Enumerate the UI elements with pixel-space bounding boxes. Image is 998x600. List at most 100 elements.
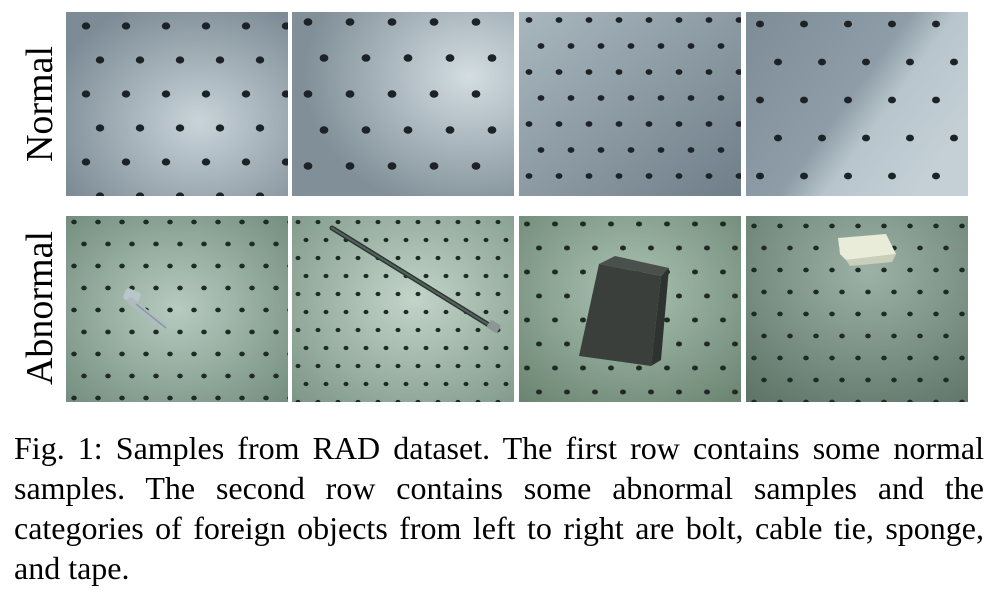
board-hole — [255, 56, 265, 64]
board-hole — [135, 124, 145, 132]
board-hole — [423, 309, 429, 315]
board-hole — [597, 43, 605, 49]
board-hole — [536, 293, 542, 299]
board-hole — [933, 267, 939, 273]
board-hole — [167, 351, 173, 357]
board-hole — [717, 147, 725, 153]
board-hole — [81, 158, 91, 166]
board-hole — [175, 56, 185, 64]
abnormal-sample-cable-tie — [292, 216, 514, 402]
board-hole — [751, 355, 757, 361]
board-hole — [363, 345, 369, 351]
board-hole — [803, 355, 809, 361]
board-hole — [395, 363, 401, 369]
board-hole — [664, 317, 670, 323]
board-hole — [455, 219, 461, 225]
board-hole — [455, 327, 461, 333]
board-hole — [495, 219, 501, 225]
board-hole — [803, 399, 809, 402]
board-hole — [191, 263, 197, 269]
board-hole — [455, 399, 461, 402]
board-hole — [487, 54, 497, 62]
board-hole — [855, 399, 861, 402]
board-hole — [907, 355, 913, 361]
board-hole — [675, 173, 683, 179]
board-hole — [387, 162, 397, 170]
board-hole — [608, 365, 614, 371]
board-hole — [608, 221, 614, 227]
board-hole — [525, 17, 533, 23]
board-hole — [323, 309, 329, 315]
board-hole — [361, 54, 371, 62]
board-hole — [239, 219, 245, 225]
board-hole — [585, 69, 593, 75]
board-hole — [487, 126, 497, 134]
board-hole — [315, 291, 321, 297]
board-hole — [483, 237, 489, 243]
board-hole — [415, 363, 421, 369]
board-hole — [829, 355, 835, 361]
board-hole — [950, 134, 958, 142]
board-hole — [335, 399, 341, 402]
board-hole — [423, 237, 429, 243]
board-hole — [415, 291, 421, 297]
board-hole — [81, 373, 87, 379]
board-hole — [552, 221, 558, 227]
board-hole — [249, 285, 255, 291]
board-hole — [471, 18, 481, 26]
board-hole — [839, 333, 845, 339]
board-hole — [287, 308, 288, 312]
board-hole — [917, 377, 923, 383]
board-hole — [319, 126, 329, 134]
board-hole — [81, 90, 91, 98]
board-hole — [191, 219, 197, 225]
board-hole — [201, 241, 207, 247]
board-hole — [675, 121, 683, 127]
board-hole — [303, 273, 309, 279]
board-hole — [676, 245, 682, 251]
board-hole — [443, 345, 449, 351]
board-hole — [295, 363, 301, 369]
board-hole — [597, 95, 605, 101]
board-hole — [241, 22, 251, 30]
board-hole — [95, 56, 105, 64]
board-hole — [177, 329, 183, 335]
board-hole — [323, 381, 329, 387]
board-hole — [95, 307, 101, 313]
board-hole — [263, 395, 269, 401]
board-hole — [241, 90, 251, 98]
board-hole — [645, 173, 653, 179]
board-hole — [239, 395, 245, 401]
board-hole — [263, 263, 269, 269]
board-hole — [959, 223, 965, 229]
board-hole — [567, 95, 575, 101]
board-hole — [943, 377, 949, 383]
board-hole — [536, 245, 542, 251]
board-hole — [675, 69, 683, 75]
board-hole — [175, 192, 185, 196]
board-hole — [803, 267, 809, 273]
board-hole — [829, 311, 835, 317]
normal-sample-1 — [66, 12, 288, 196]
board-hole — [445, 54, 455, 62]
board-hole — [524, 317, 530, 323]
board-hole — [839, 289, 845, 295]
board-hole — [932, 96, 940, 104]
board-hole — [383, 345, 389, 351]
board-hole — [615, 17, 623, 23]
board-hole — [645, 69, 653, 75]
board-hole — [95, 192, 105, 196]
board-hole — [423, 273, 429, 279]
board-hole — [803, 311, 809, 317]
board-hole — [525, 121, 533, 127]
abnormal-sample-sponge — [519, 216, 741, 402]
board-hole — [281, 90, 288, 98]
board-hole — [95, 351, 101, 357]
board-hole — [153, 373, 159, 379]
board-hole — [933, 223, 939, 229]
board-hole — [645, 121, 653, 127]
board-hole — [567, 147, 575, 153]
board-hole — [907, 223, 913, 229]
board-hole — [585, 17, 593, 23]
board-hole — [315, 327, 321, 333]
